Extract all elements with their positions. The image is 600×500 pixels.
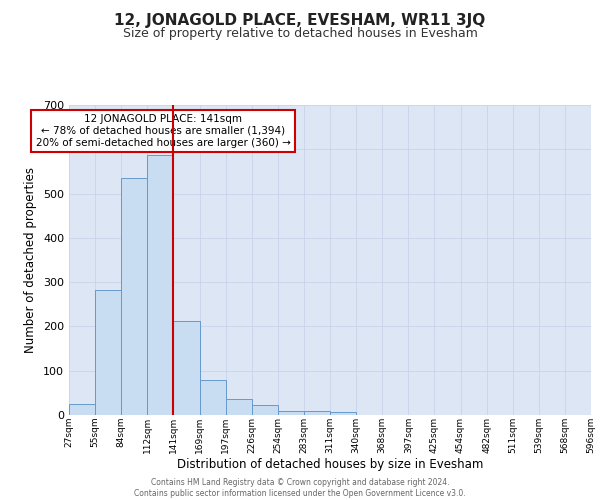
X-axis label: Distribution of detached houses by size in Evesham: Distribution of detached houses by size … [177, 458, 483, 471]
Bar [69, 404, 95, 415]
Bar [304, 412, 330, 415]
Bar [252, 405, 278, 415]
Bar [148, 154, 173, 415]
Bar [226, 398, 252, 415]
Text: 12, JONAGOLD PLACE, EVESHAM, WR11 3JQ: 12, JONAGOLD PLACE, EVESHAM, WR11 3JQ [115, 12, 485, 28]
Bar [330, 412, 356, 415]
Bar [199, 380, 226, 415]
Bar [121, 178, 148, 415]
Text: Contains HM Land Registry data © Crown copyright and database right 2024.
Contai: Contains HM Land Registry data © Crown c… [134, 478, 466, 498]
Bar [95, 290, 121, 415]
Bar [173, 321, 199, 415]
Text: 12 JONAGOLD PLACE: 141sqm
← 78% of detached houses are smaller (1,394)
20% of se: 12 JONAGOLD PLACE: 141sqm ← 78% of detac… [35, 114, 290, 148]
Bar [278, 410, 304, 415]
Y-axis label: Number of detached properties: Number of detached properties [25, 167, 37, 353]
Text: Size of property relative to detached houses in Evesham: Size of property relative to detached ho… [122, 28, 478, 40]
